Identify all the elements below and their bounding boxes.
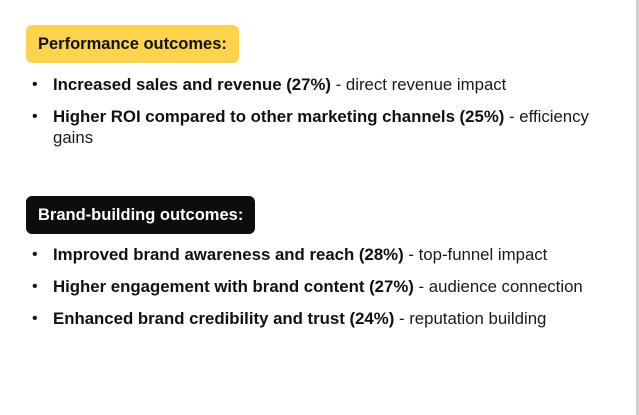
performance-outcomes-section: Performance outcomes: • Increased sales …	[26, 25, 619, 159]
outcome-note: direct revenue impact	[345, 75, 507, 94]
outcome-separator: -	[413, 277, 425, 296]
bullet-icon: •	[32, 310, 38, 327]
list-item: • Improved brand awareness and reach (28…	[26, 244, 619, 265]
outcome-note: reputation building	[409, 309, 547, 328]
outcome-label: Improved brand awareness and reach (28%)	[53, 245, 404, 264]
page-edge-divider	[636, 0, 639, 415]
list-item: • Increased sales and revenue (27%) - di…	[26, 74, 619, 95]
performance-outcomes-heading: Performance outcomes:	[26, 25, 239, 63]
outcome-label: Increased sales and revenue (27%)	[53, 75, 331, 94]
brand-building-outcomes-heading: Brand-building outcomes:	[26, 196, 256, 234]
outcome-note: top-funnel impact	[418, 245, 548, 264]
list-item: • Higher engagement with brand content (…	[26, 276, 619, 297]
outcome-separator: -	[394, 309, 405, 328]
outcome-label: Higher engagement with brand content (27…	[53, 277, 414, 296]
list-item: • Higher ROI compared to other marketing…	[26, 106, 619, 148]
bullet-icon: •	[32, 278, 38, 295]
outcome-separator: -	[403, 245, 414, 264]
outcome-note: efficiency gains	[53, 107, 589, 147]
bullet-icon: •	[32, 76, 38, 93]
outcome-label: Higher ROI compared to other marketing c…	[53, 107, 505, 126]
outcome-separator: -	[504, 107, 515, 126]
bullet-icon: •	[32, 108, 38, 125]
outcome-note: audience connection	[428, 277, 583, 296]
brand-building-outcomes-list: • Improved brand awareness and reach (28…	[26, 244, 619, 329]
outcome-label: Enhanced brand credibility and trust (24…	[53, 309, 395, 328]
brand-building-outcomes-section: Brand-building outcomes: • Improved bran…	[26, 196, 619, 340]
outcome-separator: -	[330, 75, 342, 94]
list-item: • Enhanced brand credibility and trust (…	[26, 308, 619, 329]
bullet-icon: •	[32, 246, 38, 263]
performance-outcomes-list: • Increased sales and revenue (27%) - di…	[26, 74, 619, 148]
